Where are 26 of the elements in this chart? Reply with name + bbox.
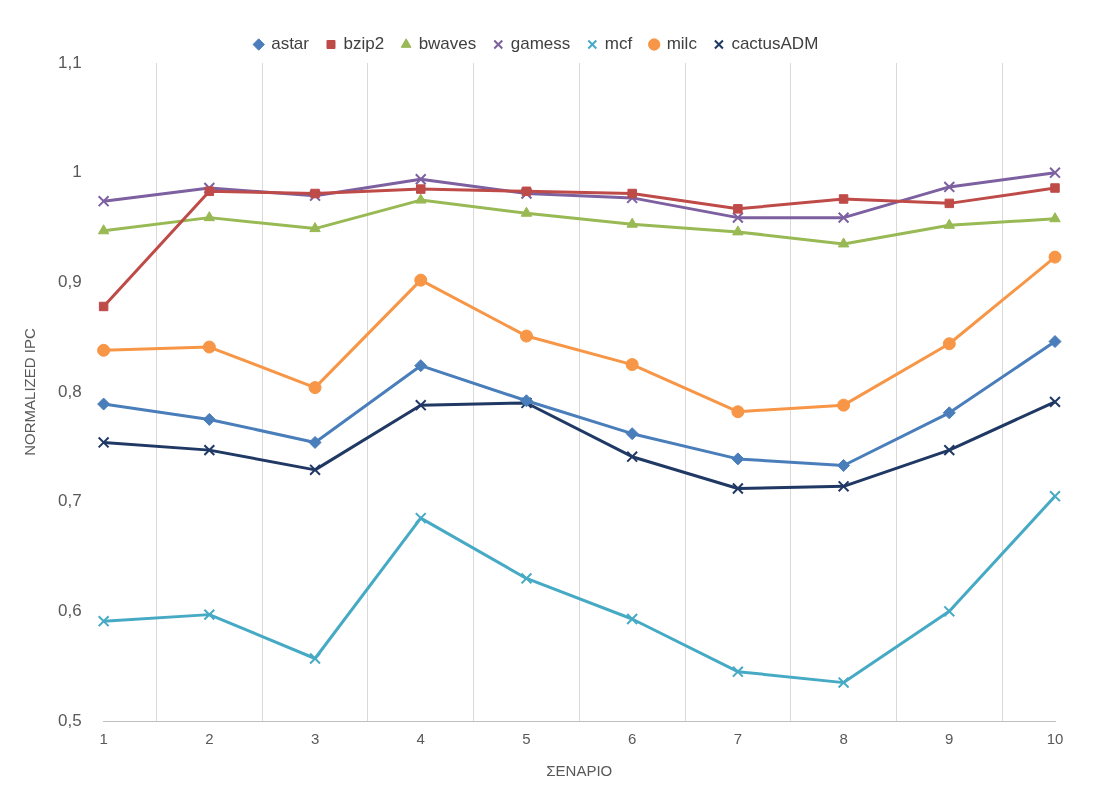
x-tick-label: 6 — [628, 730, 637, 748]
legend-label: mcf — [604, 34, 633, 54]
legend-label: milc — [666, 34, 698, 54]
x-tick-label: 8 — [839, 730, 848, 748]
x-tick-label: 10 — [1046, 730, 1064, 748]
y-tick-label: 0,9 — [57, 272, 82, 292]
y-tick-label: 1,1 — [57, 52, 82, 72]
legend-label: gamess — [510, 34, 571, 54]
legend-label: bzip2 — [343, 34, 385, 54]
y-axis-title: NORMALIZED IPC — [21, 328, 39, 456]
x-tick-label: 5 — [522, 730, 531, 748]
x-axis-title: ΣΕΝΑΡΙΟ — [546, 762, 613, 780]
x-tick-label: 2 — [205, 730, 214, 748]
y-tick-label: 0,8 — [57, 381, 82, 401]
y-tick-label: 1 — [72, 162, 82, 182]
y-tick-label: 0,5 — [57, 710, 82, 730]
x-tick-label: 4 — [416, 730, 425, 748]
x-tick-label: 3 — [310, 730, 320, 748]
x-tick-label: 7 — [733, 730, 743, 748]
x-tick-label: 1 — [99, 730, 108, 748]
legend-label: cactusADM — [731, 34, 819, 54]
legend-label: bwaves — [418, 34, 477, 54]
y-tick-label: 0,7 — [57, 491, 82, 511]
y-tick-label: 0,6 — [57, 601, 82, 621]
x-tick-label: 9 — [945, 730, 954, 748]
legend-label: astar — [271, 34, 310, 54]
